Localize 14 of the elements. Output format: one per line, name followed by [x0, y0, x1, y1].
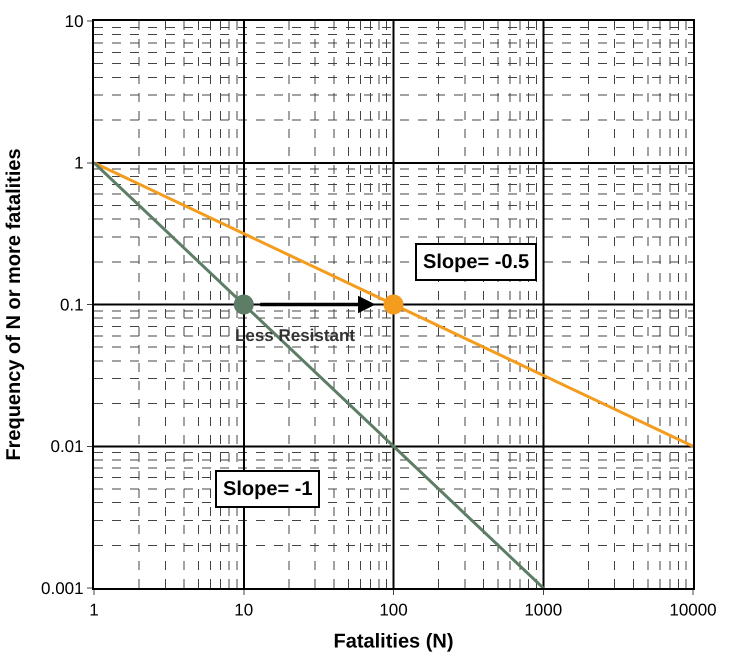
y-tick-label: 0.01 [50, 437, 84, 456]
y-axis-title: Frequency of N or more fatalities [3, 148, 26, 461]
annotation: Slope= -0.5 [423, 251, 530, 273]
x-tick-label: 1000 [524, 600, 562, 620]
y-tick-label: 10 [64, 12, 84, 31]
x-tick-label: 100 [379, 600, 408, 620]
y-tick-label: 1 [74, 154, 84, 173]
y-tick-label: 0.1 [60, 295, 84, 314]
x-tick-label: 10 [234, 600, 254, 620]
x-tick-label: 1 [89, 600, 99, 620]
x-tick-label: 10000 [669, 600, 717, 620]
y-tick-label: 0.001 [41, 578, 84, 598]
x-axis-title: Fatalities (N) [333, 630, 454, 652]
annotation: Slope= -1 [223, 478, 312, 500]
